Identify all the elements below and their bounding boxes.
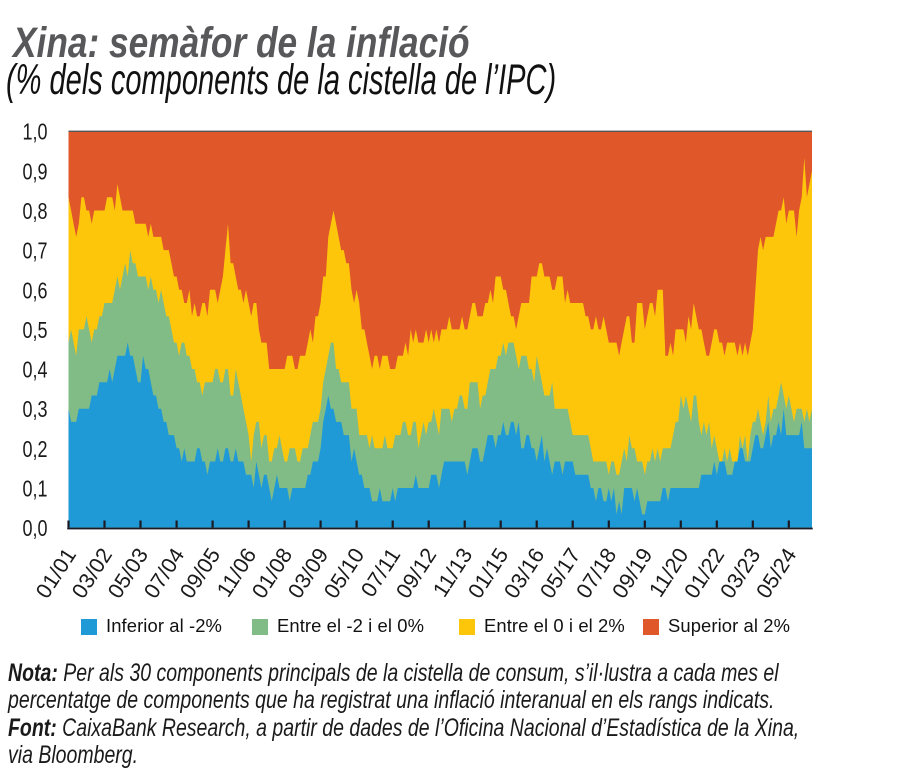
svg-text:09/12: 09/12 — [391, 544, 441, 603]
svg-text:0,3: 0,3 — [23, 396, 48, 422]
svg-text:0,6: 0,6 — [23, 277, 48, 303]
svg-text:1,0: 1,0 — [23, 119, 48, 145]
svg-text:0,0: 0,0 — [23, 515, 48, 541]
svg-text:0,5: 0,5 — [23, 317, 48, 343]
svg-text:0,9: 0,9 — [23, 158, 48, 184]
svg-text:0,1: 0,1 — [23, 476, 48, 502]
svg-text:0,2: 0,2 — [23, 436, 48, 462]
svg-text:0,4: 0,4 — [23, 357, 48, 383]
svg-text:0,8: 0,8 — [23, 198, 48, 224]
svg-text:0,7: 0,7 — [23, 238, 48, 264]
